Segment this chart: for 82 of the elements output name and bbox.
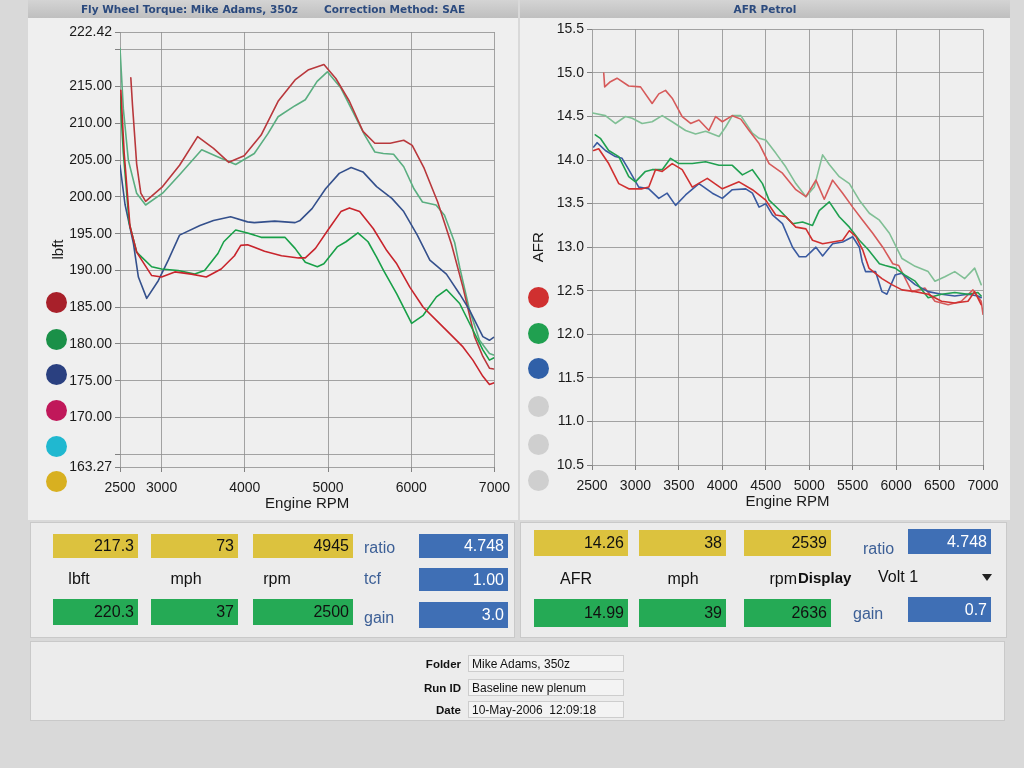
y-tick-label: 13.5	[556, 194, 585, 211]
y-tick-label: 175.00	[69, 371, 113, 388]
text: rpm	[263, 570, 291, 588]
y-tick-label: 205.00	[69, 150, 113, 167]
x-tick-label: 5000	[793, 477, 825, 494]
readout-field: 4.748	[908, 529, 991, 554]
y-tick-label: 190.00	[69, 261, 113, 278]
text: tcf	[364, 570, 381, 588]
y-tick-label: 11.0	[557, 412, 585, 429]
y-tick-label: 15.0	[556, 63, 585, 80]
readout-field: 2636	[744, 599, 831, 627]
text: lbft	[68, 570, 90, 588]
readout-field: 2500	[253, 599, 353, 625]
chart-subtitle: Correction Method: SAE	[323, 3, 466, 15]
dropdown-field: Volt 1	[876, 564, 998, 590]
readout-field: 220.3	[53, 599, 138, 625]
readout-field: 39	[639, 599, 726, 627]
readout-field: 0.7	[908, 597, 991, 622]
readout-field: 217.3	[53, 534, 138, 558]
x-tick-label: 4500	[750, 477, 782, 494]
text: Folder	[425, 657, 461, 670]
y-tick-label: 180.00	[69, 334, 113, 351]
readout-field: 14.26	[534, 530, 628, 556]
text: AFR	[560, 570, 592, 588]
x-tick-label: 7000	[478, 479, 511, 496]
text: Run ID	[423, 681, 461, 694]
y-tick-label: 12.5	[556, 281, 585, 298]
text-field: Mike Adams, 350z	[468, 655, 624, 672]
x-tick-label: 7000	[967, 477, 999, 494]
y-axis-title: lbft	[49, 238, 67, 260]
y-tick-label: 200.00	[69, 187, 113, 204]
chart-title: AFR Petrol	[733, 3, 797, 15]
readout-field: 1.00	[419, 568, 508, 591]
y-tick-label: 185.00	[69, 298, 113, 315]
readout-field: 37	[151, 599, 238, 625]
readout-field: 4.748	[419, 534, 508, 558]
x-axis-title: Engine RPM	[745, 492, 830, 510]
x-tick-label: 4000	[229, 479, 261, 496]
text: rpm	[769, 570, 797, 588]
x-tick-label: 5500	[837, 477, 869, 494]
x-tick-label: 3500	[663, 477, 695, 494]
y-tick-label: 13.0	[556, 238, 585, 255]
y-tick-label: 215.00	[69, 77, 113, 94]
readout-field: 4945	[253, 534, 353, 558]
y-axis-title: AFR	[529, 232, 547, 263]
y-tick-label: 170.00	[69, 408, 113, 425]
y-tick-label: 12.0	[556, 325, 585, 342]
y-tick-label: 11.5	[557, 368, 585, 385]
readout-field: 2539	[744, 530, 831, 556]
chart-title: Fly Wheel Torque: Mike Adams, 350z	[80, 3, 298, 15]
x-tick-label: 2500	[104, 479, 136, 496]
x-axis-title: Engine RPM	[265, 494, 350, 512]
x-tick-label: 6000	[880, 477, 912, 494]
text: gain	[364, 609, 395, 627]
x-tick-label: 6000	[395, 479, 427, 496]
x-tick-label: 5000	[312, 479, 344, 496]
y-tick-label: 15.5	[556, 20, 585, 37]
text: ratio	[364, 539, 396, 557]
text-field: Baseline new plenum	[468, 679, 624, 696]
text: gain	[853, 605, 884, 623]
text: mph	[667, 570, 699, 588]
y-tick-label: 163.27	[69, 457, 113, 474]
x-tick-label: 2500	[576, 477, 608, 494]
x-tick-label: 6500	[923, 477, 956, 494]
x-tick-label: 3000	[619, 477, 652, 494]
x-tick-label: 4000	[706, 477, 739, 494]
y-tick-label: 14.0	[556, 150, 585, 167]
x-tick-label: 3000	[146, 479, 178, 496]
y-tick-label: 10.5	[556, 455, 585, 472]
y-tick-label: 195.00	[69, 224, 113, 241]
readout-field: 3.0	[419, 602, 508, 628]
text: mph	[170, 570, 202, 588]
y-tick-label: 210.00	[69, 114, 113, 131]
y-tick-label: 14.5	[556, 107, 585, 124]
readout-field: 14.99	[534, 599, 628, 627]
readout-field: 73	[151, 534, 238, 558]
text: ratio	[863, 540, 895, 558]
text: Display	[798, 568, 852, 586]
readout-field: 38	[639, 530, 726, 556]
text: Date	[436, 703, 461, 716]
text-field: 10-May-2006 12:09:18	[468, 701, 624, 718]
y-tick-label: 222.42	[69, 22, 113, 39]
